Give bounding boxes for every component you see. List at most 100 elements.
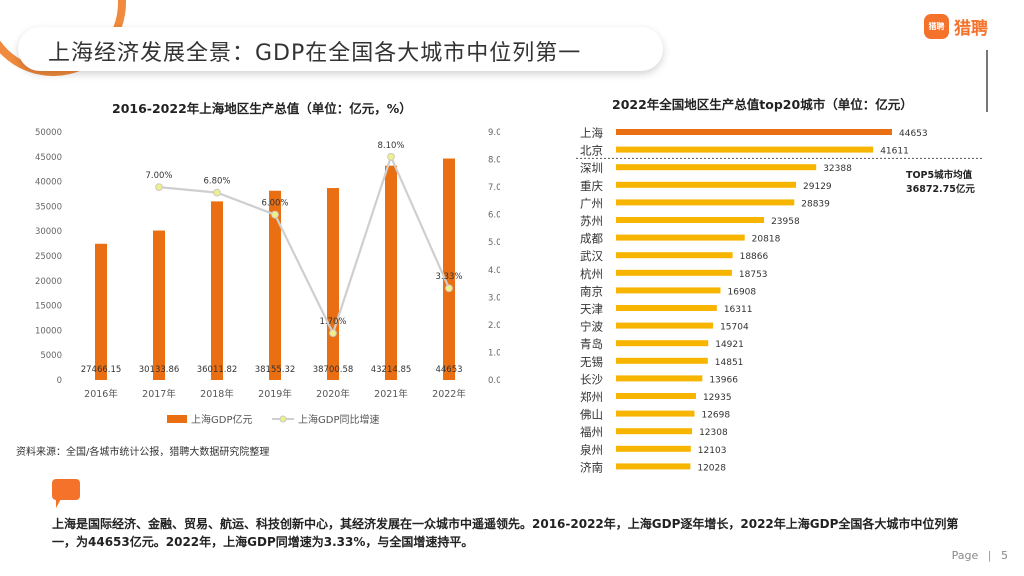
gdp-bar — [269, 190, 281, 380]
city-value: 16311 — [724, 305, 753, 315]
top5-annotation-line1: TOP5城市均值 — [906, 169, 973, 181]
title-bar: 上海经济发展全景：GDP在全国各大城市中位列第一 — [18, 27, 663, 71]
growth-label: 6.80% — [203, 177, 230, 187]
growth-line — [158, 153, 451, 337]
city-bar — [616, 146, 874, 153]
city-label: 深圳 — [580, 161, 603, 175]
city-value: 29129 — [803, 182, 832, 192]
city-label: 重庆 — [580, 179, 603, 193]
comment-icon — [52, 479, 80, 508]
city-value: 28839 — [801, 199, 830, 209]
city-bar — [616, 217, 765, 223]
page-title: 上海经济发展全景：GDP在全国各大城市中位列第一 — [48, 41, 582, 66]
left-chart-title: 2016-2022年上海地区生产总值（单位：亿元，%） — [112, 101, 412, 116]
gdp-bar — [211, 201, 223, 380]
city-label: 武汉 — [580, 249, 603, 263]
city-bar — [616, 428, 693, 435]
city-bar — [616, 305, 717, 311]
legend-bar-swatch — [167, 415, 187, 423]
left-axis-tick: 35000 — [35, 202, 62, 212]
left-axis-tick: 0 — [57, 376, 62, 386]
city-value: 32388 — [823, 164, 852, 174]
city-bar — [616, 445, 691, 452]
city-value: 18753 — [739, 270, 768, 280]
right-chart-title: 2022年全国地区生产总值top20城市（单位：亿元） — [612, 97, 913, 112]
right-axis-tick: 3.00% — [488, 293, 500, 303]
page-label: Page — [951, 549, 979, 562]
city-label: 济南 — [580, 460, 603, 474]
right-axis-tick: 7.00% — [488, 183, 500, 193]
city-bar — [616, 181, 797, 188]
gdp-bar — [385, 165, 397, 380]
city-value: 12103 — [698, 446, 727, 456]
city-bar — [616, 322, 714, 329]
top20-cities-chart: 上海 44653 北京 41611 深圳 32388 重庆 29129 广州 28839 苏州 239… — [576, 126, 982, 474]
city-label: 福州 — [580, 425, 603, 439]
left-axis-tick: 5000 — [40, 351, 62, 361]
city-value: 41611 — [880, 147, 909, 157]
city-label: 北京 — [580, 144, 603, 158]
growth-label: 8.10% — [377, 141, 404, 151]
legend-line-marker — [279, 415, 287, 423]
growth-label: 1.70% — [319, 317, 346, 327]
growth-point — [329, 329, 337, 338]
city-label: 无锡 — [580, 355, 603, 369]
right-axis-tick: 0.00% — [488, 376, 500, 386]
top5-annotation-line2: 36872.75亿元 — [906, 183, 975, 195]
city-value: 13966 — [709, 375, 738, 385]
city-label: 苏州 — [580, 214, 603, 228]
city-bar — [616, 357, 708, 364]
city-label: 成都 — [580, 232, 603, 246]
city-value: 14921 — [715, 340, 744, 350]
city-label: 长沙 — [580, 372, 603, 386]
city-bar — [616, 164, 817, 171]
city-value: 44653 — [899, 129, 928, 139]
gdp-bar — [327, 188, 339, 380]
x-axis-tick: 2017年 — [142, 388, 176, 400]
city-bar — [616, 393, 696, 399]
city-value: 12698 — [701, 411, 730, 421]
gdp-bar-label: 38700.58 — [313, 365, 354, 375]
divider — [986, 50, 988, 112]
city-label: 上海 — [580, 126, 603, 140]
city-label: 郑州 — [580, 390, 603, 404]
right-axis-tick: 6.00% — [488, 211, 500, 221]
growth-label: 3.33% — [435, 272, 462, 282]
city-bar — [616, 340, 709, 347]
x-axis-tick: 2019年 — [258, 388, 292, 400]
right-axis-tick: 8.00% — [488, 156, 500, 166]
page-number: 5 — [1001, 549, 1008, 562]
growth-label: 6.00% — [261, 199, 288, 209]
city-value: 14851 — [715, 358, 744, 368]
right-axis-tick: 9.00% — [488, 128, 500, 138]
right-axis-tick: 1.00% — [488, 348, 500, 358]
city-label: 广州 — [580, 196, 603, 210]
x-axis-tick: 2020年 — [316, 388, 350, 400]
footer-separator: | — [987, 549, 992, 562]
gdp-bar-label: 44653 — [435, 365, 462, 375]
gdp-bar-label: 38155.32 — [255, 365, 296, 375]
city-value: 20818 — [752, 235, 781, 245]
right-axis-tick: 4.00% — [488, 266, 500, 276]
city-bar — [616, 129, 892, 135]
gdp-bar — [153, 230, 165, 380]
growth-point — [155, 183, 163, 192]
gdp-bar-label: 43214.85 — [371, 365, 412, 375]
city-label: 青岛 — [580, 337, 603, 351]
growth-point — [271, 210, 279, 219]
gdp-trend-chart: 5000045000400003500030000250002000015000… — [35, 128, 500, 426]
city-bar — [616, 410, 695, 417]
city-bar — [616, 269, 732, 276]
left-axis-tick: 40000 — [35, 178, 62, 188]
growth-point — [213, 188, 221, 197]
growth-point — [445, 284, 453, 293]
x-axis-tick: 2016年 — [84, 388, 118, 400]
gdp-bar — [443, 158, 455, 380]
city-label: 杭州 — [580, 267, 603, 281]
gdp-bar — [95, 243, 107, 380]
city-label: 宁波 — [580, 320, 603, 334]
logo-icon: 猎聘 — [924, 14, 949, 39]
x-axis-tick: 2021年 — [374, 388, 408, 400]
x-axis-tick: 2018年 — [200, 388, 234, 400]
city-value: 23958 — [771, 217, 800, 227]
